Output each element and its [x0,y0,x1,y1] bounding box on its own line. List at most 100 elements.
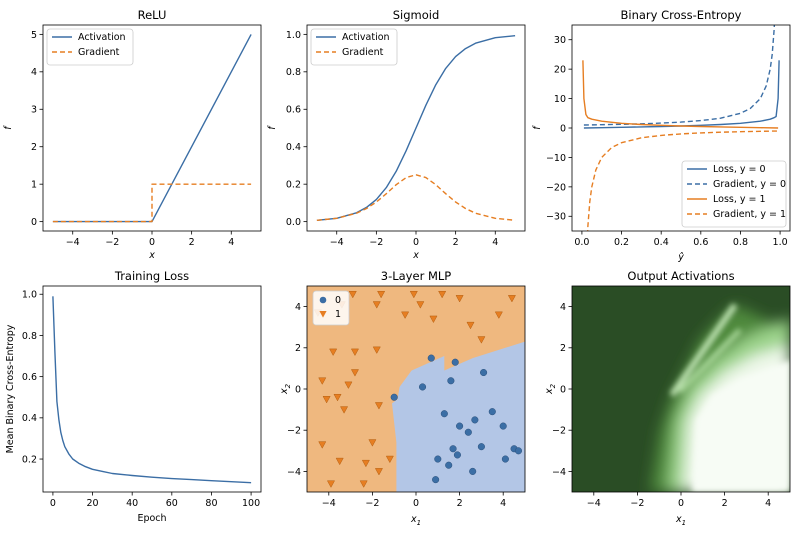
y-tick-label: 0.8 [286,67,301,78]
point-class-1 [372,301,381,309]
y-tick-label: −2 [552,426,566,437]
point-class-1 [401,311,410,319]
legend-swatch [319,296,327,304]
point-class-1 [374,468,383,476]
region-class-0 [392,341,525,492]
y-axis-label-bce: f [532,125,543,130]
point-class-0 [434,455,442,463]
series-line-activation [316,35,516,221]
point-class-1 [409,290,418,299]
y-tick-label: −2 [287,426,301,437]
x-tick-label: 4 [492,237,498,248]
point-class-0 [445,461,453,469]
legend-label: Gradient [78,47,120,58]
legend-frame [310,28,398,66]
y-tick-label: 0.4 [22,413,37,424]
x-tick-label: 40 [126,498,138,509]
x-axis-label-relu: x [148,250,155,261]
legend-label: Gradient, y = 0 [713,179,786,190]
y-tick-label: 4 [560,302,566,313]
y-tick-label: 1 [31,180,37,191]
point-class-0 [432,476,440,484]
point-class-0 [488,408,496,416]
point-class-1 [335,457,344,466]
y-tick-label: 10 [554,94,566,105]
legend-label: Gradient, y = 1 [713,209,786,220]
x-tick-label: 0.2 [614,237,629,248]
x-tick-label: −2 [369,237,383,248]
x-tick-label: 0.6 [693,237,708,248]
x-tick-label: 0 [413,237,419,248]
y-tick-label: 1.0 [286,30,301,41]
axes-relu: ReLU −4 −2 0 2 4 0 1 2 3 4 5 x f Activation Gradien… [3,8,262,261]
axes-frame-training-loss [42,285,262,493]
x-tick-label: −2 [105,237,119,248]
point-class-1 [361,459,370,468]
point-class-1 [350,348,359,357]
point-class-0 [390,393,398,401]
plot-area-bce [582,25,780,231]
x-tick-label: 0 [678,498,684,509]
x-tick-label: 0.8 [733,237,748,248]
y-tick-label: −30 [546,212,566,223]
y-axis-label-training-loss: Mean Binary Cross-Entropy [5,324,16,453]
x-tick-label: 2 [453,237,459,248]
legend-label: Activation [342,32,390,43]
y-tick-label: 2 [560,343,566,354]
series-line-loss-y-1 [582,60,779,129]
y-tick-label: 0 [560,123,566,134]
point-class-1 [438,290,447,299]
axes-sigmoid: Sigmoid −4 −2 0 2 4 0.0 0.2 0.4 0.6 0.8 1.0 x f Ac… [267,8,526,261]
x-tick-label: −2 [365,498,379,509]
x-tick-label: 2 [457,498,463,509]
series-line-gradient-y-1 [586,130,779,231]
point-class-0 [451,358,459,366]
y-tick-label: 4 [295,302,301,313]
point-class-0 [456,422,464,430]
point-class-1 [385,455,394,464]
ticks-output-activations: −4 −2 0 2 4 −4 −2 0 2 4 [552,302,771,509]
y-tick-label: 0 [31,217,37,228]
point-class-1 [340,406,349,414]
point-class-0 [501,455,509,463]
ticks-training-loss: 0 20 40 60 80 100 0.2 0.4 0.6 0.8 1.0 [22,290,260,509]
point-class-1 [507,295,516,303]
point-class-0 [499,422,507,430]
x-axis-label-sigmoid: x [412,250,419,261]
point-class-0 [427,354,435,362]
point-class-1 [322,396,331,404]
point-class-0 [440,410,448,418]
y-tick-label: 0.8 [22,331,37,342]
y-axis-label-relu: f [3,125,14,130]
point-class-1 [374,402,383,410]
x-tick-label: 4 [500,498,506,509]
ticks-mlp: −4 −2 0 2 4 −4 −2 0 2 4 [287,302,506,509]
chart-title-output-activations: Output Activations [627,269,734,283]
point-class-0 [418,383,427,391]
y-tick-label: 2 [295,343,301,354]
x-tick-label: 1.0 [773,237,788,248]
legend-bce: Loss, y = 0 Gradient, y = 0 Loss, y = 1 Gra… [681,160,787,228]
point-class-1 [494,311,503,319]
point-class-0 [453,451,461,459]
legend-frame [312,290,350,326]
x-axis-label-mlp: x1 [410,514,421,527]
x-tick-label: 2 [189,237,195,248]
y-axis-label-sigmoid: f [267,125,278,130]
plot-area-sigmoid [316,35,516,221]
x-axis-label-bce: ŷ [677,252,684,263]
legend-label: Loss, y = 1 [713,194,766,205]
chart-title-relu: ReLU [138,8,167,22]
y-axis-label-output-activations: x2 [544,383,557,395]
point-class-1 [318,441,327,449]
axes-bce: Binary Cross-Entropy 0.0 0.2 0.4 0.6 0.8 1.0 −… [532,8,791,263]
y-tick-label: −10 [546,153,566,164]
legend-sigmoid: Activation Gradient [310,28,398,66]
legend-label: Activation [78,32,126,43]
axes-training-loss: Training Loss 0 20 40 60 80 100 0.2 0.4 0.6 0.8 1.… [5,269,262,524]
x-tick-label: 2 [722,498,728,509]
heatmap-streak-1 [669,303,738,397]
legend-relu: Activation Gradient [46,28,134,66]
chart-title-training-loss: Training Loss [114,269,189,283]
